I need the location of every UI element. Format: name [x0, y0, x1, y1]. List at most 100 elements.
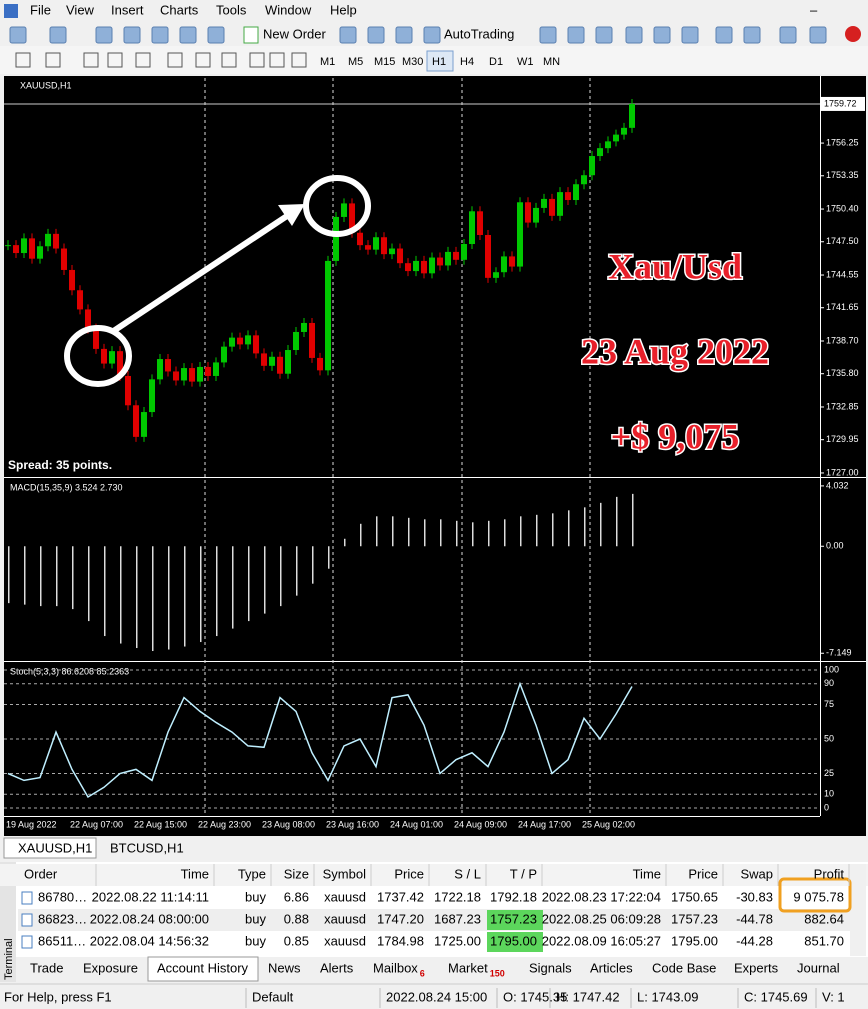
toolbar-icon[interactable] — [779, 26, 797, 44]
column-header[interactable]: Size — [284, 866, 309, 881]
menu-item[interactable]: Window — [265, 2, 312, 17]
column-header[interactable]: Price — [688, 866, 718, 881]
menu-item[interactable]: Tools — [216, 2, 247, 17]
toolbar-icon[interactable] — [207, 26, 225, 44]
drawing-tool[interactable] — [249, 52, 265, 68]
drawing-tool[interactable] — [221, 52, 237, 68]
table-cell[interactable]: 86823… — [38, 911, 87, 926]
table-cell: 1722.18 — [434, 889, 481, 904]
toolbar-icon[interactable] — [567, 26, 585, 44]
drawing-tool[interactable] — [167, 52, 183, 68]
column-header[interactable]: Time — [633, 866, 661, 881]
column-header[interactable]: Swap — [740, 866, 773, 881]
candle — [269, 356, 275, 366]
candle — [629, 103, 635, 128]
timeframe-button[interactable]: W1 — [517, 56, 534, 68]
column-header[interactable]: Time — [181, 866, 209, 881]
drawing-tool[interactable] — [107, 52, 123, 68]
new-order-icon[interactable] — [243, 26, 259, 44]
menu-item[interactable]: View — [66, 2, 95, 17]
new-order-button[interactable]: New Order — [263, 26, 327, 41]
toolbar-icon[interactable] — [9, 26, 27, 44]
macd-bar — [56, 546, 58, 607]
timeframe-button[interactable]: D1 — [489, 56, 503, 68]
bottom-tab[interactable]: Account History — [157, 960, 249, 975]
toolbar-icon[interactable] — [595, 26, 613, 44]
bottom-tab[interactable]: Code Base — [652, 960, 716, 975]
column-header[interactable]: Price — [394, 866, 424, 881]
candle — [21, 238, 27, 254]
candle — [365, 245, 371, 250]
tp-highlight — [487, 910, 543, 930]
menu-item[interactable]: Help — [330, 2, 357, 17]
bottom-tab[interactable]: Signals — [529, 960, 572, 975]
toolbar-icon[interactable] — [539, 26, 557, 44]
toolbar-icon[interactable] — [715, 26, 733, 44]
chart-tab-active[interactable] — [3, 837, 97, 859]
window-control: – — [810, 2, 818, 17]
chart-tab[interactable]: XAUUSD,H1 — [18, 840, 92, 855]
bottom-tab[interactable]: Exposure — [83, 960, 138, 975]
column-header[interactable]: Type — [238, 866, 266, 881]
scrollbar[interactable] — [850, 864, 866, 956]
drawing-tool[interactable] — [135, 52, 151, 68]
timeframe-button[interactable]: M1 — [320, 56, 335, 68]
table-cell: buy — [245, 911, 266, 926]
timeframe-button[interactable]: H4 — [460, 56, 474, 68]
drawing-tool[interactable] — [45, 52, 61, 68]
toolbar-icon[interactable] — [179, 26, 197, 44]
toolbar-icon[interactable] — [625, 26, 643, 44]
toolbar-icon[interactable] — [395, 26, 413, 44]
column-header[interactable]: T / P — [510, 866, 537, 881]
candle — [453, 251, 459, 260]
menu-item[interactable]: Insert — [111, 2, 144, 17]
bottom-tab[interactable]: News — [268, 960, 301, 975]
toolbar-icon[interactable] — [123, 26, 141, 44]
drawing-tool[interactable] — [83, 52, 99, 68]
bottom-tab[interactable]: Trade — [30, 960, 63, 975]
menu-item[interactable]: Charts — [160, 2, 199, 17]
drawing-tool[interactable] — [291, 52, 307, 68]
timeframe-button[interactable]: MN — [543, 56, 560, 68]
candle — [69, 269, 75, 291]
macd-bar — [600, 502, 602, 547]
drawing-tool[interactable] — [269, 52, 285, 68]
auto-trading-button[interactable]: AutoTrading — [444, 26, 514, 41]
table-cell[interactable]: 86511… — [38, 933, 86, 948]
bottom-tab-active[interactable] — [147, 956, 259, 982]
toolbar-icon[interactable] — [809, 26, 827, 44]
toolbar-icon[interactable] — [49, 26, 67, 44]
row-icon — [21, 935, 33, 949]
bottom-tab[interactable]: Articles — [590, 960, 633, 975]
toolbar-icon[interactable] — [367, 26, 385, 44]
toolbar-icon[interactable] — [743, 26, 761, 44]
chart-tab[interactable]: BTCUSD,H1 — [110, 840, 184, 855]
drawing-tool[interactable] — [195, 52, 211, 68]
toolbar-icon[interactable] — [339, 26, 357, 44]
timeframe-button[interactable]: M15 — [374, 56, 395, 68]
candle — [517, 202, 523, 267]
candle — [133, 405, 139, 437]
toolbar-icon[interactable] — [653, 26, 671, 44]
bottom-tab[interactable]: Market — [448, 960, 488, 975]
timeframe-button[interactable]: M5 — [348, 56, 363, 68]
bottom-tab[interactable]: Alerts — [320, 960, 354, 975]
timeframe-button[interactable]: M30 — [402, 56, 423, 68]
toolbar-icon[interactable] — [423, 26, 441, 44]
column-header[interactable]: Profit — [814, 866, 845, 881]
toolbar-icon[interactable] — [95, 26, 113, 44]
menu-item[interactable]: File — [30, 2, 51, 17]
drawing-tool[interactable] — [15, 52, 31, 68]
toolbar-icon[interactable] — [151, 26, 169, 44]
bottom-tab[interactable]: Mailbox — [373, 960, 418, 975]
column-header[interactable]: S / L — [454, 866, 481, 881]
timeframe-button[interactable]: H1 — [432, 56, 446, 68]
status-item: O: 1745.35 — [503, 989, 567, 1004]
bottom-tab[interactable]: Experts — [734, 960, 779, 975]
bottom-tab[interactable]: Journal — [797, 960, 840, 975]
toolbar-icon[interactable] — [681, 26, 699, 44]
column-header[interactable]: Order — [24, 866, 58, 881]
tp-highlight — [487, 932, 543, 952]
table-cell[interactable]: 86780… — [38, 889, 87, 904]
column-header[interactable]: Symbol — [323, 866, 366, 881]
